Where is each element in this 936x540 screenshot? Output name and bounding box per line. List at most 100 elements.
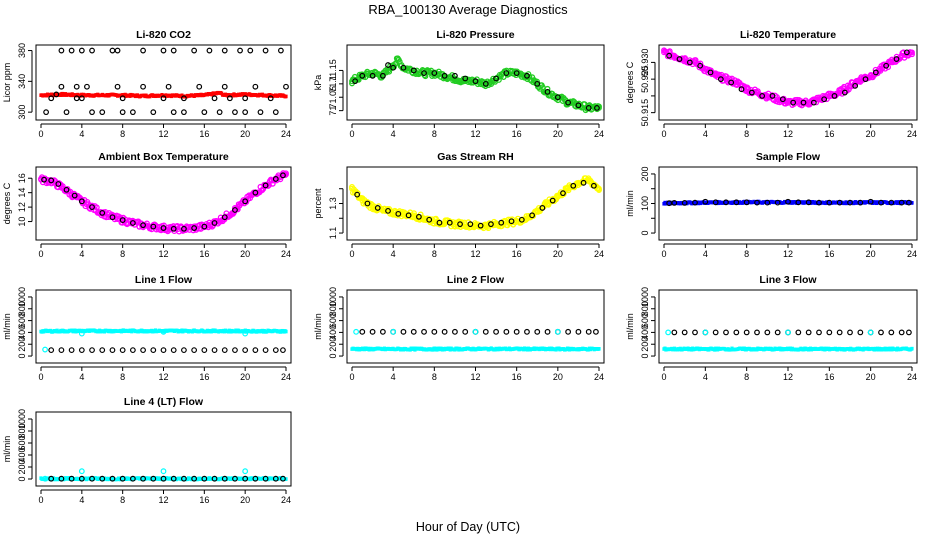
x-tick-label: 8 bbox=[744, 249, 749, 259]
y-axis-label: Licor ppm bbox=[2, 63, 12, 103]
data-point bbox=[759, 92, 766, 99]
data-point bbox=[119, 95, 126, 102]
y-tick-label: 50.925 bbox=[640, 65, 650, 93]
data-point bbox=[53, 91, 60, 98]
panel-line4: Line 4 (LT) Flow 0 4 8 12 16 20 24 0 200400600800… bbox=[2, 396, 292, 505]
series bbox=[354, 179, 597, 229]
data-point bbox=[847, 199, 853, 206]
data-point bbox=[847, 329, 853, 336]
data-point bbox=[283, 83, 289, 90]
panel-title: Li-820 CO2 bbox=[136, 29, 191, 41]
plot-frame bbox=[35, 289, 292, 364]
data-point bbox=[242, 468, 249, 475]
x-tick-label: 20 bbox=[240, 372, 250, 382]
data-point bbox=[754, 199, 760, 206]
data-point bbox=[544, 85, 551, 92]
data-point bbox=[498, 219, 505, 226]
data-point bbox=[109, 347, 116, 354]
data-point bbox=[196, 83, 203, 90]
data-point bbox=[211, 95, 218, 102]
data-point bbox=[89, 109, 95, 116]
data-point bbox=[150, 223, 157, 230]
y-tick-label: 340 bbox=[17, 74, 27, 89]
data-point bbox=[211, 475, 218, 482]
data-point bbox=[898, 52, 905, 59]
data-point bbox=[534, 80, 541, 87]
data-point bbox=[692, 329, 698, 336]
data-point bbox=[748, 89, 755, 96]
plot-frame bbox=[658, 289, 918, 364]
y-tick-label: 0 bbox=[328, 354, 338, 359]
data-point bbox=[779, 96, 786, 103]
data-point bbox=[785, 329, 791, 336]
data-point bbox=[114, 47, 121, 54]
data-point bbox=[119, 475, 126, 482]
data-point bbox=[743, 329, 750, 336]
data-point bbox=[283, 171, 289, 178]
data-point bbox=[211, 220, 218, 226]
data-point bbox=[232, 475, 238, 482]
data-point bbox=[257, 109, 264, 116]
x-tick-label: 4 bbox=[79, 249, 84, 259]
data-point bbox=[575, 102, 582, 109]
data-point bbox=[369, 328, 376, 335]
data-point bbox=[140, 83, 146, 90]
data-point bbox=[63, 109, 70, 116]
y-tick-label: 100 bbox=[640, 196, 650, 211]
data-point bbox=[462, 78, 469, 85]
series bbox=[43, 47, 289, 116]
data-point bbox=[170, 109, 177, 116]
data-point bbox=[560, 190, 566, 197]
data-point bbox=[862, 76, 869, 83]
data-point bbox=[63, 186, 70, 193]
data-point bbox=[565, 185, 572, 192]
x-tick-label: 12 bbox=[470, 372, 480, 382]
data-point bbox=[119, 217, 126, 224]
data-point bbox=[242, 109, 249, 116]
data-point bbox=[242, 475, 249, 482]
data-point bbox=[73, 83, 80, 90]
data-point bbox=[508, 218, 515, 225]
data-point bbox=[221, 47, 228, 54]
data-point bbox=[410, 328, 417, 335]
data-point bbox=[597, 347, 601, 351]
data-point bbox=[359, 72, 366, 79]
data-point bbox=[503, 70, 510, 77]
data-point bbox=[201, 109, 208, 116]
data-point bbox=[431, 218, 438, 225]
data-point bbox=[252, 189, 259, 196]
data-point bbox=[415, 213, 422, 220]
y-tick-label: 400 bbox=[328, 325, 338, 340]
x-tick-label: 4 bbox=[79, 129, 84, 139]
data-point bbox=[84, 83, 90, 90]
data-point bbox=[58, 83, 65, 90]
y-axis-label: ml/min bbox=[313, 313, 323, 340]
x-tick-label: 12 bbox=[783, 129, 793, 139]
y-tick-label: 600 bbox=[328, 313, 338, 328]
figure-title: RBA_100130 Average Diagnostics bbox=[368, 2, 568, 17]
data-point bbox=[181, 347, 187, 354]
data-point bbox=[385, 207, 391, 214]
x-tick-label: 12 bbox=[783, 372, 793, 382]
data-point bbox=[119, 109, 126, 116]
x-tick-label: 24 bbox=[594, 372, 604, 382]
panel-title: Sample Flow bbox=[756, 151, 821, 163]
y-tick-label: 71 bbox=[328, 106, 338, 116]
data-point bbox=[242, 330, 249, 337]
y-tick-label: 800 bbox=[17, 423, 27, 438]
data-point bbox=[513, 70, 520, 77]
data-point bbox=[717, 76, 724, 83]
data-point bbox=[181, 95, 187, 102]
data-point bbox=[738, 86, 745, 93]
series bbox=[48, 475, 286, 482]
data-point bbox=[170, 347, 177, 354]
y-tick-label: 0 bbox=[17, 354, 27, 359]
data-point bbox=[681, 329, 688, 336]
data-point bbox=[191, 47, 198, 54]
data-point bbox=[109, 47, 116, 54]
data-point bbox=[518, 216, 525, 223]
data-point bbox=[41, 176, 47, 183]
plot-area bbox=[662, 198, 914, 207]
panel-temperature: Li-820 Temperature 0 4 8 12 16 20 24 50.915 50.92… bbox=[625, 29, 918, 139]
data-point bbox=[262, 182, 269, 189]
